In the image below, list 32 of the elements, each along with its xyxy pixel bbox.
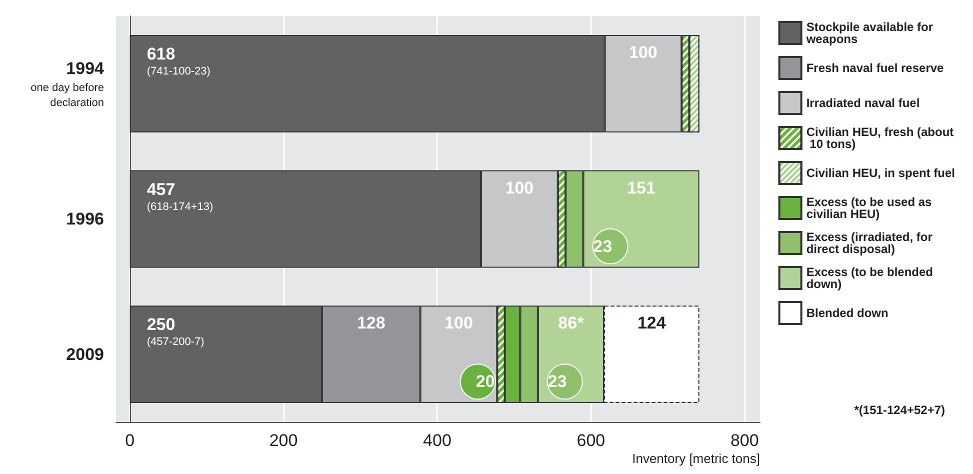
data-label: 23 — [548, 372, 567, 392]
legend-label: Blended down — [806, 306, 888, 320]
legend-label: Civilian HEU, in spent fuel — [806, 166, 955, 180]
data-label: 250 (457-200-7) — [146, 315, 204, 348]
text: *(151-124+52+7) — [854, 403, 946, 417]
x-axis-title: Inventory [metric tons] — [632, 451, 760, 466]
y-tick-label: 1994 one day before declaration — [30, 59, 105, 110]
legend-label: Excess (to be used as civilian HEU) — [806, 195, 936, 221]
data-label: 86* — [558, 314, 584, 333]
y-tick-label: 1996 — [66, 210, 104, 228]
data-label: 128 — [356, 314, 386, 333]
data-label: 457 (618-174+13) — [146, 180, 214, 213]
data-label: 618 (741-100-23) — [146, 44, 210, 78]
x-tick-label: 600 — [576, 431, 606, 450]
x-tick-label: 0 — [125, 431, 135, 450]
legend-label: Fresh naval fuel reserve — [806, 61, 944, 75]
y-tick-label: 2009 — [66, 344, 104, 364]
legend-label: Excess (irradiated, for direct disposal) — [806, 230, 936, 256]
data-label: 23 — [593, 236, 612, 256]
data-label: 151 — [627, 178, 656, 198]
data-label: 100 — [505, 178, 534, 198]
legend-label: Irradiated naval fuel — [806, 96, 920, 110]
x-tick-label: 200 — [269, 431, 298, 450]
legend-label: Stockpile available for weapons — [805, 20, 936, 46]
legend-label: Excess (to be blended down) — [806, 265, 936, 291]
data-label: 20 — [476, 372, 495, 392]
data-label: 100 — [444, 314, 473, 333]
data-label: 124 — [637, 314, 666, 333]
data-label: 100 — [629, 42, 658, 62]
x-tick-label: 400 — [423, 431, 452, 450]
legend-label: Civilian HEU, fresh (about 10 tons) — [806, 125, 954, 151]
x-tick-label: 800 — [730, 431, 759, 450]
